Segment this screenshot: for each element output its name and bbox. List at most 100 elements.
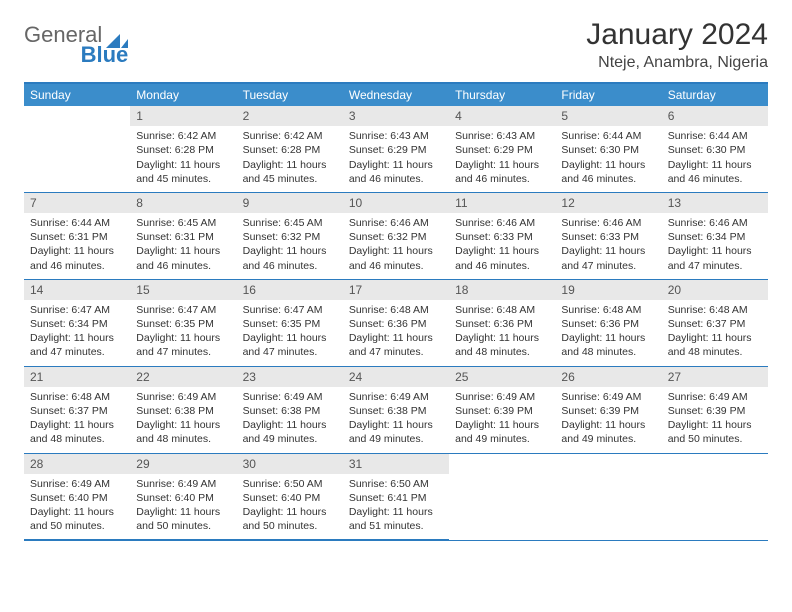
sunrise-text: Sunrise: 6:45 AM bbox=[136, 216, 230, 230]
day-body: Sunrise: 6:49 AMSunset: 6:39 PMDaylight:… bbox=[555, 387, 661, 453]
day-number: 3 bbox=[343, 106, 449, 126]
day-body: Sunrise: 6:44 AMSunset: 6:30 PMDaylight:… bbox=[662, 126, 768, 192]
weekday-header: Monday bbox=[130, 83, 236, 106]
sunrise-text: Sunrise: 6:47 AM bbox=[30, 303, 124, 317]
sunrise-text: Sunrise: 6:50 AM bbox=[243, 477, 337, 491]
title-block: January 2024 Nteje, Anambra, Nigeria bbox=[586, 18, 768, 72]
day-body: Sunrise: 6:42 AMSunset: 6:28 PMDaylight:… bbox=[237, 126, 343, 192]
day-body: Sunrise: 6:47 AMSunset: 6:35 PMDaylight:… bbox=[130, 300, 236, 366]
sunset-text: Sunset: 6:35 PM bbox=[243, 317, 337, 331]
day-number: 31 bbox=[343, 454, 449, 474]
calendar-row: 28Sunrise: 6:49 AMSunset: 6:40 PMDayligh… bbox=[24, 453, 768, 540]
daylight-text: Daylight: 11 hours and 46 minutes. bbox=[243, 244, 337, 272]
sunset-text: Sunset: 6:35 PM bbox=[136, 317, 230, 331]
sunset-text: Sunset: 6:36 PM bbox=[455, 317, 549, 331]
day-body: Sunrise: 6:43 AMSunset: 6:29 PMDaylight:… bbox=[449, 126, 555, 192]
day-body: Sunrise: 6:46 AMSunset: 6:33 PMDaylight:… bbox=[449, 213, 555, 279]
day-number: 24 bbox=[343, 367, 449, 387]
day-number: 12 bbox=[555, 193, 661, 213]
sunset-text: Sunset: 6:37 PM bbox=[30, 404, 124, 418]
daylight-text: Daylight: 11 hours and 49 minutes. bbox=[455, 418, 549, 446]
day-body: Sunrise: 6:48 AMSunset: 6:37 PMDaylight:… bbox=[24, 387, 130, 453]
daylight-text: Daylight: 11 hours and 48 minutes. bbox=[30, 418, 124, 446]
sunset-text: Sunset: 6:39 PM bbox=[561, 404, 655, 418]
calendar-cell: 2Sunrise: 6:42 AMSunset: 6:28 PMDaylight… bbox=[237, 106, 343, 192]
calendar-cell bbox=[449, 453, 555, 540]
day-body: Sunrise: 6:46 AMSunset: 6:32 PMDaylight:… bbox=[343, 213, 449, 279]
day-number bbox=[449, 454, 555, 474]
sunrise-text: Sunrise: 6:49 AM bbox=[561, 390, 655, 404]
sunrise-text: Sunrise: 6:43 AM bbox=[455, 129, 549, 143]
sunrise-text: Sunrise: 6:42 AM bbox=[136, 129, 230, 143]
sunrise-text: Sunrise: 6:44 AM bbox=[561, 129, 655, 143]
calendar-cell: 7Sunrise: 6:44 AMSunset: 6:31 PMDaylight… bbox=[24, 192, 130, 279]
calendar-row: 21Sunrise: 6:48 AMSunset: 6:37 PMDayligh… bbox=[24, 366, 768, 453]
sunset-text: Sunset: 6:40 PM bbox=[136, 491, 230, 505]
daylight-text: Daylight: 11 hours and 48 minutes. bbox=[561, 331, 655, 359]
day-number: 15 bbox=[130, 280, 236, 300]
calendar-cell: 11Sunrise: 6:46 AMSunset: 6:33 PMDayligh… bbox=[449, 192, 555, 279]
day-body: Sunrise: 6:49 AMSunset: 6:38 PMDaylight:… bbox=[237, 387, 343, 453]
sunset-text: Sunset: 6:40 PM bbox=[243, 491, 337, 505]
sunrise-text: Sunrise: 6:48 AM bbox=[455, 303, 549, 317]
daylight-text: Daylight: 11 hours and 47 minutes. bbox=[349, 331, 443, 359]
sunrise-text: Sunrise: 6:49 AM bbox=[30, 477, 124, 491]
calendar-cell: 26Sunrise: 6:49 AMSunset: 6:39 PMDayligh… bbox=[555, 366, 661, 453]
daylight-text: Daylight: 11 hours and 47 minutes. bbox=[30, 331, 124, 359]
calendar-cell: 19Sunrise: 6:48 AMSunset: 6:36 PMDayligh… bbox=[555, 279, 661, 366]
sunrise-text: Sunrise: 6:50 AM bbox=[349, 477, 443, 491]
sunset-text: Sunset: 6:33 PM bbox=[455, 230, 549, 244]
day-number: 20 bbox=[662, 280, 768, 300]
daylight-text: Daylight: 11 hours and 49 minutes. bbox=[561, 418, 655, 446]
daylight-text: Daylight: 11 hours and 46 minutes. bbox=[349, 158, 443, 186]
calendar-cell: 4Sunrise: 6:43 AMSunset: 6:29 PMDaylight… bbox=[449, 106, 555, 192]
sunset-text: Sunset: 6:29 PM bbox=[455, 143, 549, 157]
day-body: Sunrise: 6:48 AMSunset: 6:36 PMDaylight:… bbox=[449, 300, 555, 366]
calendar-row: 14Sunrise: 6:47 AMSunset: 6:34 PMDayligh… bbox=[24, 279, 768, 366]
sunrise-text: Sunrise: 6:42 AM bbox=[243, 129, 337, 143]
calendar-cell: 22Sunrise: 6:49 AMSunset: 6:38 PMDayligh… bbox=[130, 366, 236, 453]
weekday-header: Tuesday bbox=[237, 83, 343, 106]
sunset-text: Sunset: 6:32 PM bbox=[243, 230, 337, 244]
daylight-text: Daylight: 11 hours and 47 minutes. bbox=[561, 244, 655, 272]
calendar-cell: 9Sunrise: 6:45 AMSunset: 6:32 PMDaylight… bbox=[237, 192, 343, 279]
day-body: Sunrise: 6:46 AMSunset: 6:33 PMDaylight:… bbox=[555, 213, 661, 279]
calendar-cell: 8Sunrise: 6:45 AMSunset: 6:31 PMDaylight… bbox=[130, 192, 236, 279]
day-number: 28 bbox=[24, 454, 130, 474]
sunrise-text: Sunrise: 6:49 AM bbox=[668, 390, 762, 404]
sunrise-text: Sunrise: 6:49 AM bbox=[349, 390, 443, 404]
sunset-text: Sunset: 6:33 PM bbox=[561, 230, 655, 244]
sunrise-text: Sunrise: 6:47 AM bbox=[136, 303, 230, 317]
sunrise-text: Sunrise: 6:48 AM bbox=[668, 303, 762, 317]
day-body: Sunrise: 6:49 AMSunset: 6:39 PMDaylight:… bbox=[662, 387, 768, 453]
day-body: Sunrise: 6:46 AMSunset: 6:34 PMDaylight:… bbox=[662, 213, 768, 279]
day-number: 13 bbox=[662, 193, 768, 213]
sunset-text: Sunset: 6:38 PM bbox=[349, 404, 443, 418]
day-body: Sunrise: 6:47 AMSunset: 6:35 PMDaylight:… bbox=[237, 300, 343, 366]
day-body: Sunrise: 6:48 AMSunset: 6:37 PMDaylight:… bbox=[662, 300, 768, 366]
day-number: 29 bbox=[130, 454, 236, 474]
sunrise-text: Sunrise: 6:48 AM bbox=[349, 303, 443, 317]
weekday-header: Friday bbox=[555, 83, 661, 106]
day-number: 4 bbox=[449, 106, 555, 126]
day-body bbox=[449, 474, 555, 483]
calendar-cell: 20Sunrise: 6:48 AMSunset: 6:37 PMDayligh… bbox=[662, 279, 768, 366]
daylight-text: Daylight: 11 hours and 49 minutes. bbox=[349, 418, 443, 446]
calendar-body: 1Sunrise: 6:42 AMSunset: 6:28 PMDaylight… bbox=[24, 106, 768, 540]
day-body: Sunrise: 6:45 AMSunset: 6:31 PMDaylight:… bbox=[130, 213, 236, 279]
sunrise-text: Sunrise: 6:46 AM bbox=[349, 216, 443, 230]
calendar-cell: 18Sunrise: 6:48 AMSunset: 6:36 PMDayligh… bbox=[449, 279, 555, 366]
day-number: 22 bbox=[130, 367, 236, 387]
sunrise-text: Sunrise: 6:49 AM bbox=[455, 390, 549, 404]
sunrise-text: Sunrise: 6:48 AM bbox=[30, 390, 124, 404]
calendar-cell: 16Sunrise: 6:47 AMSunset: 6:35 PMDayligh… bbox=[237, 279, 343, 366]
day-number bbox=[555, 454, 661, 474]
day-number: 23 bbox=[237, 367, 343, 387]
calendar-cell: 30Sunrise: 6:50 AMSunset: 6:40 PMDayligh… bbox=[237, 453, 343, 540]
weekday-header: Wednesday bbox=[343, 83, 449, 106]
sunset-text: Sunset: 6:28 PM bbox=[136, 143, 230, 157]
day-number: 8 bbox=[130, 193, 236, 213]
daylight-text: Daylight: 11 hours and 48 minutes. bbox=[136, 418, 230, 446]
day-body: Sunrise: 6:44 AMSunset: 6:30 PMDaylight:… bbox=[555, 126, 661, 192]
sunset-text: Sunset: 6:39 PM bbox=[668, 404, 762, 418]
